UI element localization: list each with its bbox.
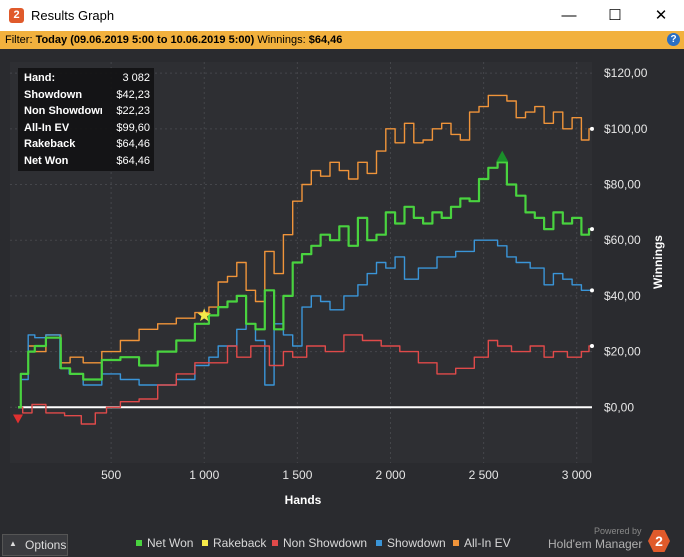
window-title: Results Graph [31, 8, 115, 23]
legend-swatch-icon [136, 540, 142, 546]
winnings-label: Winnings: [257, 34, 306, 46]
legend-item[interactable]: Non Showdown [272, 536, 367, 550]
stats-label: All-In EV [24, 121, 70, 134]
stats-row: All-In EV $99,60 [24, 122, 150, 138]
y-tick-label: $80,00 [604, 178, 641, 192]
series-line-non-showdown [18, 334, 592, 425]
stats-value: $42,23 [116, 88, 150, 101]
stats-label: Non Showdown [24, 105, 102, 118]
y-tick-label: $40,00 [604, 289, 641, 303]
stats-label: Hand: [24, 72, 56, 84]
close-button[interactable]: ✕ [654, 7, 668, 24]
stats-value: $99,60 [116, 121, 150, 134]
max-marker-icon [496, 150, 509, 162]
stats-row: Rakeback $64,46 [24, 138, 150, 154]
legend-swatch-icon [453, 540, 459, 546]
powered-by-text: Powered by [594, 526, 642, 536]
legend-item[interactable]: Net Won [136, 536, 193, 550]
legend-swatch-icon [202, 540, 208, 546]
y-tick-label: $60,00 [604, 233, 641, 247]
app-logo-icon: 2 [9, 8, 24, 23]
x-tick-label: 500 [101, 468, 121, 482]
y-tick-label: $100,00 [604, 122, 648, 136]
series-end-point [590, 288, 594, 293]
legend-swatch-icon [272, 540, 278, 546]
series-end-point [590, 227, 594, 232]
product-name: Hold'em Manager [548, 537, 643, 551]
legend-swatch-icon [376, 540, 382, 546]
filter-value: Today (09.06.2019 5:00 to 10.06.2019 5:0… [35, 34, 255, 46]
help-icon[interactable]: ? [667, 33, 680, 46]
legend-label: All-In EV [464, 536, 511, 550]
series-line-showdown [18, 239, 592, 408]
legend-label: Net Won [147, 536, 194, 550]
maximize-button[interactable]: ☐ [608, 7, 622, 24]
star-marker-icon [197, 308, 211, 322]
series-end-point [590, 344, 594, 349]
filter-summary: Filter: Today (09.06.2019 5:00 to 10.06.… [5, 34, 342, 46]
legend-label: Rakeback [213, 536, 267, 550]
x-tick-label: 2 000 [375, 468, 405, 482]
series-line-all-in-ev [18, 94, 592, 408]
minimize-button[interactable]: — [561, 7, 577, 24]
stats-value: $64,46 [116, 138, 150, 151]
x-axis-label: Hands [285, 493, 322, 507]
filter-bar: Filter: Today (09.06.2019 5:00 to 10.06.… [0, 31, 684, 49]
stats-row: Hand: 3 082 [24, 72, 150, 88]
series-end-point [590, 126, 594, 131]
hm2-logo-icon: 2 [648, 530, 670, 552]
x-tick-label: 3 000 [562, 468, 592, 482]
legend-label: Showdown [387, 536, 446, 550]
winnings-value: $64,46 [308, 34, 343, 46]
stats-value: $64,46 [116, 155, 150, 167]
series-lines [18, 94, 594, 425]
stats-label: Showdown [24, 88, 83, 101]
series-line-net-won [18, 161, 592, 409]
y-tick-label: $20,00 [604, 345, 641, 359]
legend-item[interactable]: Showdown [376, 536, 446, 550]
y-axis-label: Winnings [651, 235, 665, 289]
stats-row: Net Won $64,46 [24, 155, 150, 171]
x-tick-label: 1 500 [282, 468, 312, 482]
legend-item[interactable]: Rakeback [202, 536, 266, 550]
axis-labels: $0,00 $20,00 $40,00 $60,00 $80,00 $100,00 $120… [101, 66, 665, 507]
x-tick-label: 1 000 [189, 468, 219, 482]
y-tick-label: $120,00 [604, 66, 648, 80]
graph-markers [13, 150, 509, 424]
title-bar: 2 Results Graph — ☐ ✕ [0, 0, 684, 31]
chevron-up-icon: ▲ [9, 539, 17, 548]
stats-summary-panel: Hand: 3 082 Showdown $42,23 Non Showdown $22,… [18, 68, 154, 171]
filter-prefix: Filter: [5, 34, 33, 46]
x-tick-label: 2 500 [469, 468, 499, 482]
stats-label: Rakeback [24, 138, 76, 151]
options-label: Options [25, 538, 67, 552]
stats-value: $22,23 [116, 105, 150, 118]
options-button[interactable]: ▲ Options [2, 534, 68, 556]
brand-footer: Powered by Hold'em Manager 2 [548, 526, 672, 554]
stats-row: Non Showdown $22,23 [24, 105, 150, 121]
y-tick-label: $0,00 [604, 400, 634, 414]
legend-label: Non Showdown [283, 536, 368, 550]
stats-label: Net Won [24, 155, 69, 167]
min-marker-icon [13, 414, 23, 424]
legend-item[interactable]: All-In EV [453, 536, 511, 550]
stats-row: Showdown $42,23 [24, 89, 150, 105]
stats-value: 3 082 [122, 72, 150, 84]
